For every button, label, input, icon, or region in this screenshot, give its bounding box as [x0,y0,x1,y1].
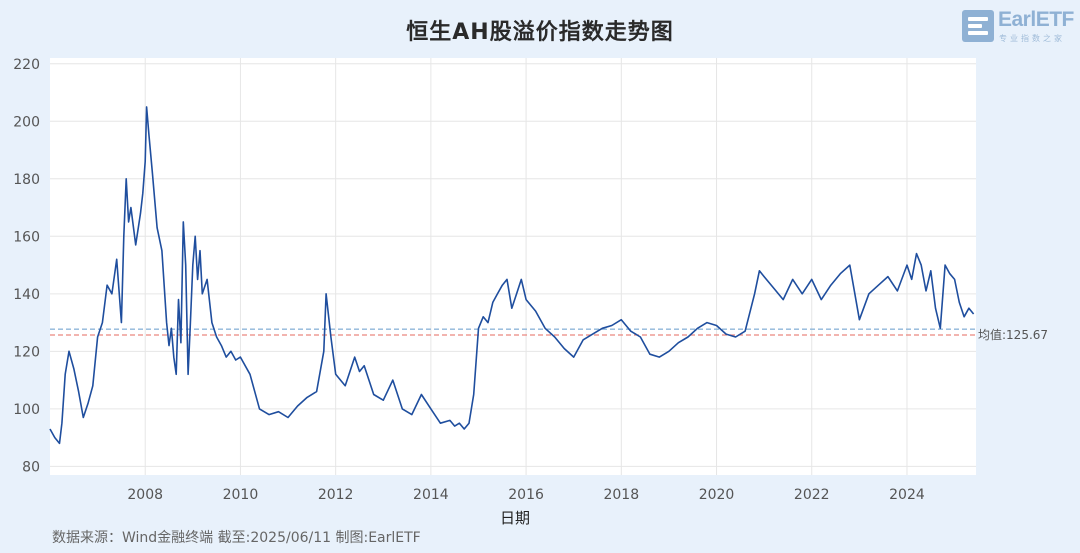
y-axis-ticks: 80 100 120 140 160 180 200 220 [13,57,40,476]
x-tick-label: 2024 [889,487,925,503]
mean-label: 均值:125.67 [978,327,1048,342]
y-tick-label: 160 [13,229,40,245]
data-source-note: 数据来源：Wind金融终端 截至:2025/06/11 制图:EarlETF [52,530,421,546]
grid-lines [50,58,976,475]
y-tick-label: 220 [13,57,40,73]
x-tick-label: 2022 [794,487,830,503]
y-tick-label: 140 [13,287,40,303]
plot-area [50,58,976,475]
y-tick-label: 100 [13,402,40,418]
x-tick-label: 2020 [699,487,735,503]
x-axis-ticks: 2008 2010 2012 2014 2016 2018 2020 2022 2024 [127,487,924,503]
x-tick-label: 2018 [603,487,639,503]
series-line [49,106,975,445]
y-tick-label: 180 [13,172,40,188]
logo-mark-icon [962,10,994,42]
y-tick-label: 80 [22,459,40,475]
y-tick-label: 120 [13,344,40,360]
y-tick-label: 200 [13,114,40,130]
x-tick-label: 2008 [127,487,163,503]
x-tick-label: 2012 [318,487,354,503]
logo-subtitle: 专业指数之家 [999,34,1065,43]
chart-title: 恒生AH股溢价指数走势图 [406,20,674,45]
x-tick-label: 2010 [223,487,259,503]
logo-name: EarlETF [998,8,1074,31]
x-tick-label: 2016 [508,487,544,503]
x-tick-label: 2014 [413,487,449,503]
x-axis-label: 日期 [499,509,530,527]
earletf-logo: EarlETF 专业指数之家 [962,8,1074,44]
